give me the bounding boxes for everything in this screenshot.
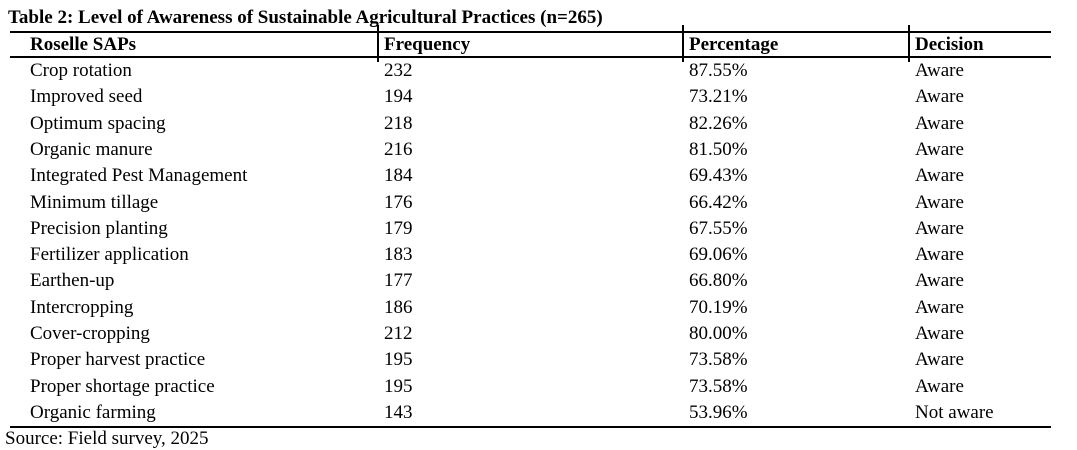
cell-practice: Integrated Pest Management: [30, 165, 248, 187]
cell-practice: Organic farming: [30, 401, 156, 423]
cell-frequency: 195: [384, 349, 413, 371]
cell-percentage: 66.80%: [689, 270, 748, 292]
cell-frequency: 176: [384, 191, 413, 213]
table-top-border: [10, 31, 1051, 33]
column-header-percentage: Percentage: [689, 33, 779, 55]
cell-practice: Intercropping: [30, 296, 134, 318]
cell-frequency: 183: [384, 244, 413, 266]
cell-practice: Earthen-up: [30, 270, 115, 292]
cell-frequency: 218: [384, 112, 413, 134]
cell-frequency: 184: [384, 165, 413, 187]
cell-practice: Improved seed: [30, 86, 143, 108]
table-row: Minimum tillage 176 66.42% Aware: [10, 189, 1051, 215]
cell-percentage: 53.96%: [689, 401, 748, 423]
cell-decision: Aware: [915, 191, 964, 213]
table-row: Fertilizer application 183 69.06% Aware: [10, 242, 1051, 268]
cell-practice: Crop rotation: [30, 60, 132, 82]
table-header-border: [10, 56, 1051, 58]
cell-practice: Fertilizer application: [30, 244, 189, 266]
cell-practice: Optimum spacing: [30, 112, 166, 134]
column-header-decision: Decision: [915, 33, 984, 55]
cell-decision: Aware: [915, 112, 964, 134]
cell-percentage: 66.42%: [689, 191, 748, 213]
table-body: Crop rotation 232 87.55% Aware Improved …: [10, 58, 1051, 426]
cell-percentage: 81.50%: [689, 138, 748, 160]
cell-decision: Aware: [915, 86, 964, 108]
cell-decision: Aware: [915, 60, 964, 82]
header-column-divider: [377, 25, 379, 62]
cell-decision: Aware: [915, 375, 964, 397]
cell-percentage: 73.21%: [689, 86, 748, 108]
cell-decision: Aware: [915, 217, 964, 239]
cell-frequency: 177: [384, 270, 413, 292]
cell-decision: Aware: [915, 270, 964, 292]
cell-practice: Organic manure: [30, 138, 153, 160]
table-header-row: Roselle SAPs Frequency Percentage Decisi…: [10, 33, 1051, 56]
cell-percentage: 87.55%: [689, 60, 748, 82]
cell-frequency: 195: [384, 375, 413, 397]
cell-percentage: 73.58%: [689, 375, 748, 397]
cell-frequency: 143: [384, 401, 413, 423]
cell-percentage: 80.00%: [689, 322, 748, 344]
cell-frequency: 179: [384, 217, 413, 239]
cell-decision: Aware: [915, 322, 964, 344]
cell-frequency: 232: [384, 60, 413, 82]
table-row: Precision planting 179 67.55% Aware: [10, 216, 1051, 242]
cell-practice: Proper shortage practice: [30, 375, 215, 397]
table-row: Organic farming 143 53.96% Not aware: [10, 400, 1051, 426]
cell-percentage: 67.55%: [689, 217, 748, 239]
cell-percentage: 70.19%: [689, 296, 748, 318]
cell-percentage: 73.58%: [689, 349, 748, 371]
table-row: Cover-cropping 212 80.00% Aware: [10, 321, 1051, 347]
table-row: Organic manure 216 81.50% Aware: [10, 137, 1051, 163]
cell-practice: Precision planting: [30, 217, 168, 239]
cell-practice: Minimum tillage: [30, 191, 159, 213]
source-note: Source: Field survey, 2025: [5, 428, 209, 449]
cell-decision: Not aware: [915, 401, 994, 423]
cell-decision: Aware: [915, 349, 964, 371]
cell-practice: Cover-cropping: [30, 322, 150, 344]
header-column-divider: [908, 25, 910, 62]
table-bottom-border: [10, 426, 1051, 428]
table-row: Optimum spacing 218 82.26% Aware: [10, 111, 1051, 137]
table-row: Intercropping 186 70.19% Aware: [10, 295, 1051, 321]
table-row: Earthen-up 177 66.80% Aware: [10, 268, 1051, 294]
cell-decision: Aware: [915, 296, 964, 318]
cell-decision: Aware: [915, 244, 964, 266]
cell-frequency: 216: [384, 138, 413, 160]
cell-practice: Proper harvest practice: [30, 349, 206, 371]
cell-frequency: 194: [384, 86, 413, 108]
cell-percentage: 69.06%: [689, 244, 748, 266]
table-row: Crop rotation 232 87.55% Aware: [10, 58, 1051, 84]
cell-frequency: 212: [384, 322, 413, 344]
table-row: Integrated Pest Management 184 69.43% Aw…: [10, 163, 1051, 189]
table-row: Improved seed 194 73.21% Aware: [10, 84, 1051, 110]
table-row: Proper shortage practice 195 73.58% Awar…: [10, 373, 1051, 399]
cell-decision: Aware: [915, 165, 964, 187]
cell-percentage: 69.43%: [689, 165, 748, 187]
cell-percentage: 82.26%: [689, 112, 748, 134]
table-row: Proper harvest practice 195 73.58% Aware: [10, 347, 1051, 373]
column-header-frequency: Frequency: [384, 33, 471, 55]
table-caption: Table 2: Level of Awareness of Sustainab…: [8, 7, 603, 28]
cell-frequency: 186: [384, 296, 413, 318]
cell-decision: Aware: [915, 138, 964, 160]
column-header-roselle-saps: Roselle SAPs: [30, 33, 137, 55]
header-column-divider: [682, 25, 684, 62]
